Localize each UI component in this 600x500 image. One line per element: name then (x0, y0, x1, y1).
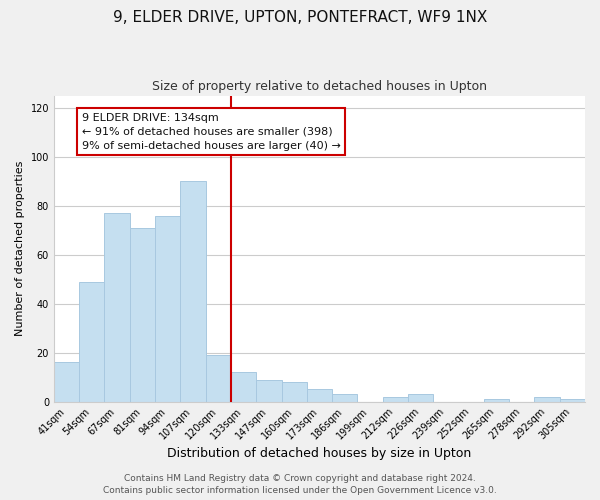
Bar (307, 390, 332, 402)
Title: Size of property relative to detached houses in Upton: Size of property relative to detached ho… (152, 80, 487, 93)
Bar (104, 213, 130, 402)
Bar (130, 228, 155, 402)
Bar (408, 394, 433, 402)
Bar (79, 282, 104, 402)
Bar (560, 399, 585, 402)
X-axis label: Distribution of detached houses by size in Upton: Distribution of detached houses by size … (167, 447, 472, 460)
Bar (332, 394, 358, 402)
Bar (181, 181, 206, 402)
Y-axis label: Number of detached properties: Number of detached properties (15, 161, 25, 336)
Bar (484, 399, 509, 402)
Bar (281, 382, 307, 402)
Bar (256, 380, 281, 402)
Bar (383, 396, 408, 402)
Text: Contains HM Land Registry data © Crown copyright and database right 2024.
Contai: Contains HM Land Registry data © Crown c… (103, 474, 497, 495)
Bar (54, 362, 79, 402)
Bar (231, 372, 256, 402)
Bar (206, 355, 231, 402)
Bar (155, 216, 181, 402)
Text: 9, ELDER DRIVE, UPTON, PONTEFRACT, WF9 1NX: 9, ELDER DRIVE, UPTON, PONTEFRACT, WF9 1… (113, 10, 487, 25)
Bar (535, 396, 560, 402)
Text: 9 ELDER DRIVE: 134sqm
← 91% of detached houses are smaller (398)
9% of semi-deta: 9 ELDER DRIVE: 134sqm ← 91% of detached … (82, 112, 341, 150)
